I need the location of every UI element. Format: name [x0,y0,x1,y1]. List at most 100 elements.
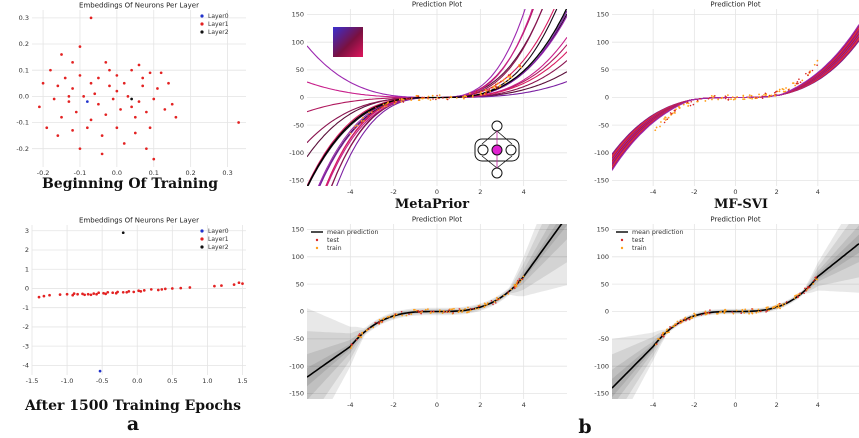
metaprior_predictive-test-point [419,310,421,313]
emb_start-point-layer1 [71,87,74,90]
metaprior_predictive-plot [307,224,567,399]
mfsvi_functions-test-point [775,93,777,96]
metaprior_functions-train-point [436,96,439,99]
mfsvi_functions-test-point [768,94,771,97]
metaprior_functions-ytick-label: 50 [296,66,304,74]
mfsvi_functions-test-point [764,92,767,95]
metaprior_functions-train-point [403,99,405,101]
emb_start-ytick-label: -0.1 [16,119,29,127]
mfsvi_predictive-train-point [755,311,758,314]
metaprior_predictive-train-point [448,311,451,313]
metaprior_functions-test-point [374,106,377,109]
metaprior_functions-test-point [421,96,424,99]
metaprior_predictive-ytick-label: 0 [300,308,304,316]
caption-after-training: After 1500 Training Epochs [25,398,241,414]
network-node-active [491,144,503,156]
mfsvi_functions-test-point [761,97,764,100]
emb_start-point-layer1 [115,89,119,93]
metaprior_predictive-ytick-label: 150 [292,226,304,234]
metaprior_functions-xtick-label: 2 [478,188,482,196]
mfsvi_predictive-train-point [658,338,661,341]
emb_end-xtick-label: -1.0 [61,377,74,385]
emb_start-point-layer1 [137,63,141,67]
mfsvi_predictive-test-point [779,302,781,305]
mfsvi_functions-test-point [669,112,672,114]
mfsvi_functions-train-point [667,116,670,119]
emb_start-point-layer1 [89,118,93,122]
emb_start-point-layer1 [159,71,163,75]
metaprior_functions-train-point [464,94,466,97]
emb_start-xtick-label: 0.3 [222,169,232,177]
panel-letter-b: b [578,416,592,438]
mfsvi_predictive-train-point [679,319,682,322]
metaprior_predictive-train-point [453,307,455,310]
emb_start-point-layer1 [104,113,108,117]
emb_start-point-layer1 [145,110,148,114]
emb_end-point-layer1 [42,294,46,298]
metaprior_functions-test-point [402,101,405,103]
mfsvi_functions-test-point [670,112,673,115]
network-node [477,144,489,156]
mfsvi_functions-test-point [696,99,699,102]
emb_end-point-layer1 [114,291,118,295]
emb_start-point-layer1 [63,76,67,80]
emb_start-point-layer1 [156,87,159,90]
metaprior_functions-train-point [504,81,507,84]
mfsvi_functions-test-point [713,95,716,97]
mfsvi_predictive-train-point [657,337,659,340]
mfsvi_functions-train-point [758,93,760,96]
metaprior_predictive-test-point [421,309,424,312]
metaprior_functions-train-point [502,79,505,82]
mfsvi_predictive-xtick-label: 4 [816,401,820,409]
emb_start-point-layer1 [85,126,89,130]
mfsvi_functions-train-point [813,63,816,66]
metaprior_predictive-test-point [518,278,521,280]
emb_end-legend-marker-layer1 [200,237,204,241]
mfsvi_functions-test-point [666,118,669,121]
metaprior_functions-train-point [465,95,468,98]
mfsvi_functions-test-point [724,95,727,98]
emb_end-point-layer1 [142,289,146,292]
mfsvi_predictive-train-point [765,307,768,310]
mfsvi_predictive-test-point [669,326,671,328]
metaprior_predictive-train-point [410,313,413,316]
metaprior_predictive-test-point [497,298,499,301]
metaprior_functions-test-point [353,127,356,130]
metaprior_predictive-train-point [483,305,486,308]
network-edge [496,130,513,145]
metaprior_predictive-ytick-label: -100 [289,362,304,370]
mfsvi_functions-test-point [805,72,807,75]
emb_end-point-layer1 [232,283,236,286]
mfsvi_predictive-test-point [808,286,811,289]
metaprior_predictive-train-point [386,316,389,318]
emb_start-point-layer1 [56,84,60,88]
emb_start-legend-marker-layer1 [200,22,204,26]
mfsvi_functions-train-point [734,97,737,100]
metaprior_functions-train-point [429,99,432,101]
emb_start-point-layer1 [137,100,141,103]
mfsvi_predictive-ytick-label: 150 [597,226,609,234]
mfsvi_functions-train-point [674,112,676,114]
metaprior_functions-test-point [411,96,413,99]
emb_start-point-layer1 [167,81,170,85]
metaprior_functions-train-point [400,98,403,101]
metaprior_functions-train-point [361,116,364,119]
emb_start-legend-label: Layer0 [208,13,229,20]
metaprior_functions-ytick-label: 150 [292,11,304,19]
mfsvi_functions-train-point [816,59,819,62]
metaprior_predictive-train-point [439,309,441,312]
metaprior_functions-train-point [494,87,497,90]
caption-beginning-of-training: Beginning Of Training [41,176,219,192]
metaprior_functions-test-point [446,98,449,101]
mfsvi_predictive-train-point [744,308,747,311]
mfsvi_functions-test-point [755,97,757,99]
mfsvi_functions-test-point [799,81,802,84]
mfsvi_functions-plot [612,24,859,171]
metaprior_functions-test-point [406,98,409,100]
metaprior_functions-test-point [496,87,498,89]
metaprior_predictive-train-point [486,302,489,304]
mfsvi_predictive-test-point [703,312,706,314]
emb_end-point-layer1 [237,281,241,285]
mfsvi_predictive-train-point [793,297,796,300]
